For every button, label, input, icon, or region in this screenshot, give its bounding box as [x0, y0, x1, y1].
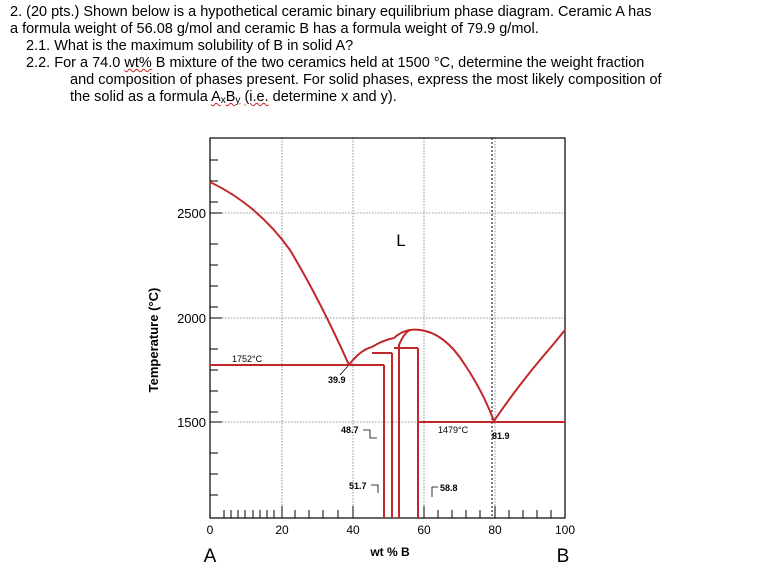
label-51-7: 51.7	[349, 481, 367, 491]
question-2-2-line3: the solid as a formula AxBy (i.e. determ…	[70, 89, 397, 106]
ie-abbrev: (i.e.	[244, 89, 269, 105]
label-1479C: 1479°C	[438, 425, 469, 435]
x-tick-100: 100	[555, 523, 575, 537]
y-tick-1500: 1500	[177, 415, 206, 430]
liquidus-right-eutectic	[493, 329, 566, 422]
label-1752C: 1752°C	[232, 354, 263, 364]
formula-AxBy: AxBy	[211, 89, 241, 106]
liquidus-left	[209, 181, 350, 366]
liquidus-right	[419, 329, 495, 422]
leader-58-8	[431, 486, 438, 497]
label-48-7: 48.7	[341, 425, 359, 435]
plot-frame	[209, 137, 566, 519]
x-tick-0: 0	[207, 523, 214, 537]
x-tick-20: 20	[275, 523, 289, 537]
x-axis-ticks	[223, 506, 552, 518]
liquid-phase-label: L	[396, 231, 405, 250]
problem-header: 2. (20 pts.) Shown below is a hypothetic…	[10, 4, 652, 20]
y-axis-label: Temperature (°C)	[146, 288, 161, 393]
y-tick-2000: 2000	[177, 311, 206, 326]
label-39-9: 39.9	[328, 375, 346, 385]
liquidus-peak-left	[348, 328, 421, 366]
problem-header-cont: a formula weight of 56.08 g/mol and cera…	[10, 21, 539, 37]
question-2-1: 2.1. What is the maximum solubility of B…	[26, 38, 354, 54]
question-2-2-line2: and composition of phases present. For s…	[70, 72, 662, 88]
endpoint-label-B: B	[557, 546, 570, 567]
y-axis-ticks	[210, 159, 222, 496]
leader-39-9	[339, 365, 349, 376]
x-tick-80: 80	[488, 523, 502, 537]
wt-percent-word: wt%	[124, 55, 152, 71]
problem-text: 2. (20 pts.) Shown below is a hypothetic…	[10, 4, 770, 106]
gridlines	[210, 138, 565, 518]
x-axis-label: wt % B	[369, 545, 410, 559]
endpoint-label-A: A	[204, 546, 217, 567]
question-2-2-line1: 2.2. For a 74.0 wt% B mixture of the two…	[26, 55, 645, 71]
y-tick-2500: 2500	[177, 206, 206, 221]
compound-3-top	[398, 329, 411, 518]
label-81-9: 81.9	[492, 431, 510, 441]
label-58-8: 58.8	[440, 483, 458, 493]
x-tick-40: 40	[346, 523, 360, 537]
phase-boundaries	[209, 181, 566, 518]
leader-51-7	[371, 484, 379, 493]
leader-48-7	[363, 429, 377, 439]
x-tick-60: 60	[417, 523, 431, 537]
